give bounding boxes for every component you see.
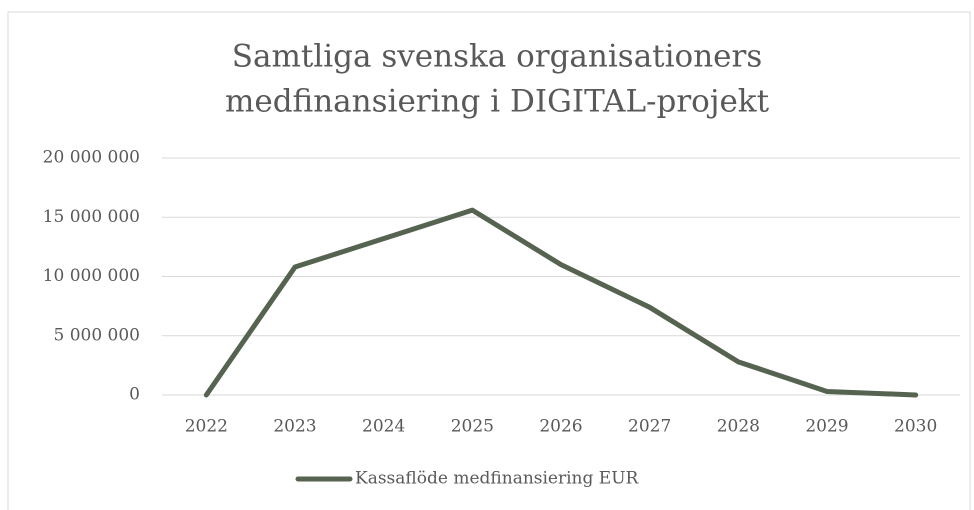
- x-tick-label: 2030: [894, 417, 937, 437]
- legend-label: Kassaflöde medfinansiering EUR: [355, 469, 640, 489]
- y-tick-label: 5 000 000: [53, 325, 140, 345]
- x-tick-label: 2029: [805, 417, 848, 437]
- x-tick-label: 2026: [539, 417, 582, 437]
- x-tick-label: 2023: [273, 417, 316, 437]
- chart-title: Samtliga svenska organisationers: [232, 39, 763, 75]
- y-tick-label: 15 000 000: [43, 207, 140, 227]
- y-tick-label: 20 000 000: [43, 148, 140, 168]
- x-tick-label: 2024: [362, 417, 405, 437]
- y-tick-label: 0: [129, 385, 140, 405]
- x-tick-label: 2022: [185, 417, 228, 437]
- chart-title: medfinansiering i DIGITAL-projekt: [225, 84, 770, 120]
- x-tick-label: 2027: [628, 417, 671, 437]
- chart-frame: [7, 11, 971, 510]
- line-series: [203, 207, 919, 398]
- y-tick-label: 10 000 000: [43, 266, 140, 286]
- x-tick-label: 2028: [717, 417, 760, 437]
- x-tick-label: 2025: [451, 417, 494, 437]
